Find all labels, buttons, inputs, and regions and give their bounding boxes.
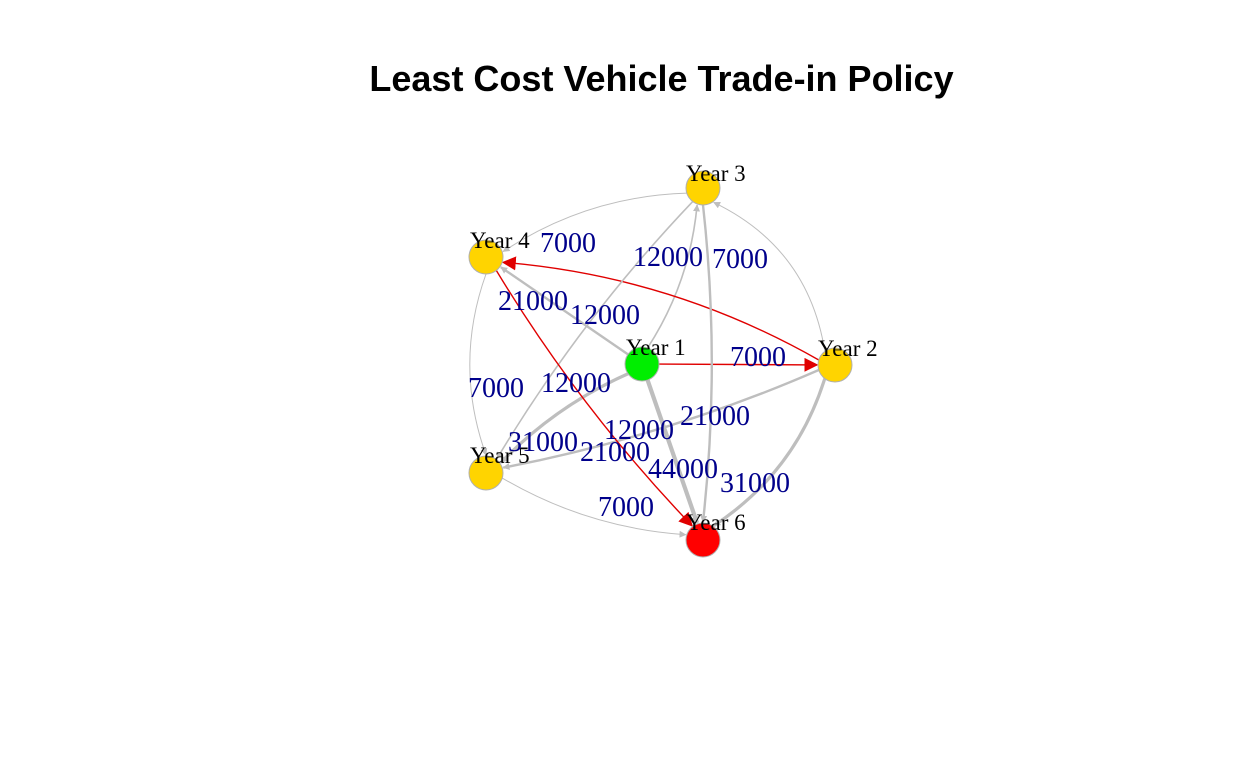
edge-label-y3-y4: 7000	[540, 228, 596, 259]
edge-label-y1-y2: 7000	[730, 342, 786, 373]
edge-label-y4-y5: 7000	[468, 373, 524, 404]
node-label-y1: Year 1	[626, 335, 686, 360]
edge-y3-y4	[502, 192, 687, 252]
edge-label-y5-y6: 7000	[598, 492, 654, 523]
edge-label-y4-y6: 12000	[604, 415, 674, 446]
node-label-y3: Year 3	[686, 161, 746, 186]
edge-y2-y3	[713, 201, 826, 352]
node-y3	[685, 170, 721, 206]
node-label-y5: Year 5	[470, 443, 530, 468]
edge-y2-y6	[712, 378, 827, 527]
edge-y4-y5	[469, 273, 488, 456]
edge-y1-y5	[499, 372, 629, 464]
edge-label-y3-y6: 21000	[580, 437, 650, 468]
edge-y4-y6	[495, 270, 694, 527]
node-y4	[468, 239, 504, 275]
nodes-layer: Year 1 Year 2 Year 3 Year 4 Year 5 Year 6	[468, 161, 878, 558]
node-y6	[685, 522, 721, 558]
edge-y5-y6	[501, 477, 687, 538]
edge-label-y1-y3: 12000	[633, 242, 703, 273]
edge-label-y2-y4: 12000	[570, 300, 640, 331]
edge-y1-y2	[658, 357, 819, 372]
edge-y2-y4	[501, 256, 820, 361]
edge-y1-y4	[500, 266, 629, 356]
edge-y3-y6	[700, 204, 713, 523]
edge-label-y2-y6: 31000	[720, 468, 790, 499]
edge-label-y3-y5: 12000	[541, 368, 611, 399]
edge-label-y2-y5: 21000	[680, 401, 750, 432]
edge-label-y2-y3: 7000	[712, 244, 768, 275]
edge-label-y1-y5: 31000	[508, 427, 578, 458]
node-label-y6: Year 6	[686, 510, 746, 535]
edge-y2-y5	[502, 368, 820, 470]
edge-y1-y3	[646, 204, 701, 349]
edge-label-y1-y4: 21000	[498, 286, 568, 317]
chart-title: Least Cost Vehicle Trade-in Policy	[369, 58, 954, 99]
node-y1	[624, 346, 660, 382]
edge-labels-layer: 7000120002100031000440007000120002100031…	[468, 228, 790, 523]
node-label-y4: Year 4	[470, 228, 530, 253]
edge-label-y1-y6: 44000	[648, 454, 718, 485]
edge-y1-y6	[645, 379, 700, 524]
edge-y3-y5	[496, 200, 694, 460]
node-y2	[817, 347, 853, 383]
node-label-y2: Year 2	[818, 336, 878, 361]
node-y5	[468, 455, 504, 491]
edges-layer	[469, 192, 827, 538]
